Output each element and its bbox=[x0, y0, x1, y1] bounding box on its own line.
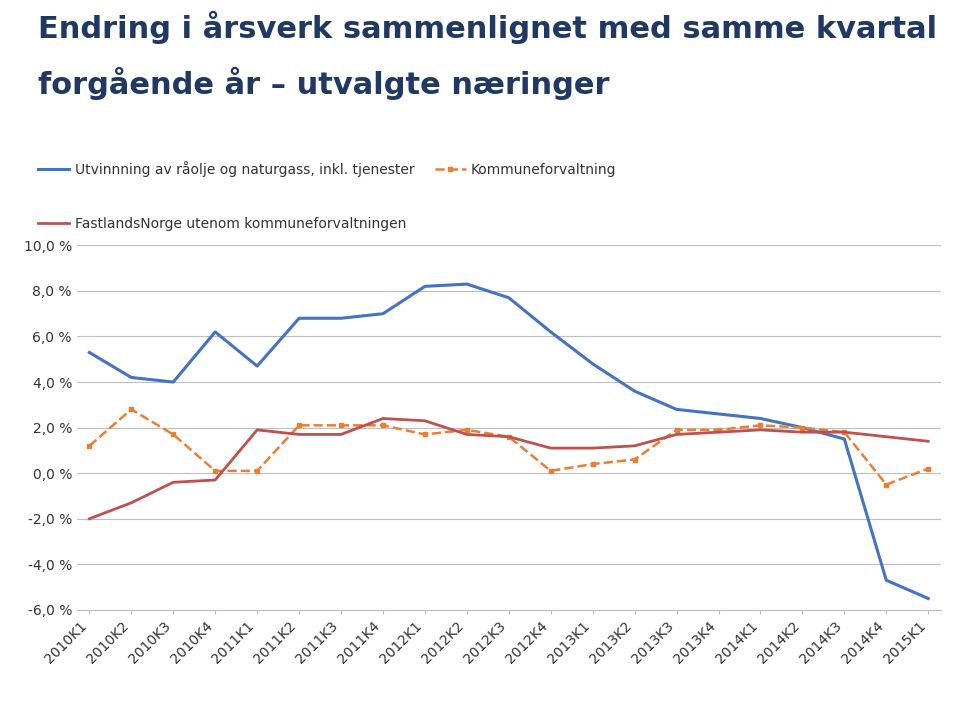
Legend: Utvinnning av råolje og naturgass, inkl. tjenester, Kommuneforvaltning: Utvinnning av råolje og naturgass, inkl.… bbox=[38, 161, 616, 177]
Text: Endring i årsverk sammenlignet med samme kvartal: Endring i årsverk sammenlignet med samme… bbox=[38, 11, 938, 43]
Legend: FastlandsNorge utenom kommuneforvaltningen: FastlandsNorge utenom kommuneforvaltning… bbox=[38, 217, 406, 231]
Text: forgående år – utvalgte næringer: forgående år – utvalgte næringer bbox=[38, 67, 610, 100]
